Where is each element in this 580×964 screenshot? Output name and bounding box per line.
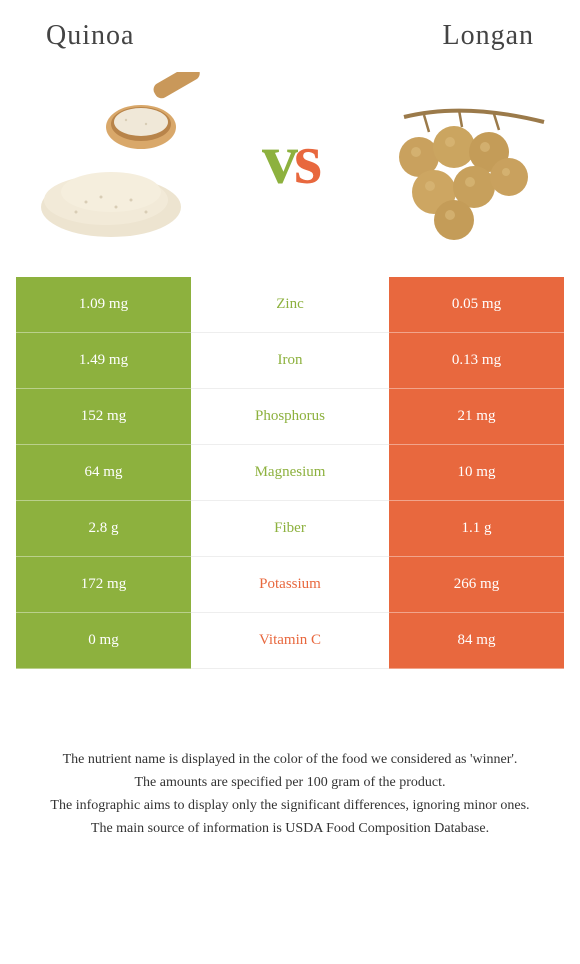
header-row: Quinoa Longan bbox=[16, 20, 564, 52]
table-row: 172 mgPotassium266 mg bbox=[16, 557, 564, 613]
footer-line-4: The main source of information is USDA F… bbox=[26, 818, 554, 839]
nutrient-label: Phosphorus bbox=[191, 389, 389, 445]
footer-line-3: The infographic aims to display only the… bbox=[26, 795, 554, 816]
nutrient-label: Potassium bbox=[191, 557, 389, 613]
infographic-container: Quinoa Longan bbox=[0, 0, 580, 861]
right-value: 266 mg bbox=[389, 557, 564, 613]
nutrient-label: Vitamin C bbox=[191, 613, 389, 669]
table-row: 1.09 mgZinc0.05 mg bbox=[16, 277, 564, 333]
nutrient-label: Fiber bbox=[191, 501, 389, 557]
left-value: 172 mg bbox=[16, 557, 191, 613]
nutrient-label: Magnesium bbox=[191, 445, 389, 501]
nutrient-table: 1.09 mgZinc0.05 mg1.49 mgIron0.13 mg152 … bbox=[16, 277, 564, 669]
left-value: 152 mg bbox=[16, 389, 191, 445]
footer-line-1: The nutrient name is displayed in the co… bbox=[26, 749, 554, 770]
right-value: 21 mg bbox=[389, 389, 564, 445]
vs-s: s bbox=[294, 119, 318, 199]
right-food-title: Longan bbox=[442, 20, 534, 52]
nutrient-label: Zinc bbox=[191, 277, 389, 333]
quinoa-image bbox=[26, 72, 216, 247]
left-value: 2.8 g bbox=[16, 501, 191, 557]
left-value: 1.49 mg bbox=[16, 333, 191, 389]
table-row: 1.49 mgIron0.13 mg bbox=[16, 333, 564, 389]
right-value: 10 mg bbox=[389, 445, 564, 501]
longan-image bbox=[364, 72, 554, 247]
images-row: vs bbox=[16, 72, 564, 247]
table-row: 0 mgVitamin C84 mg bbox=[16, 613, 564, 669]
right-value: 0.13 mg bbox=[389, 333, 564, 389]
table-row: 64 mgMagnesium10 mg bbox=[16, 445, 564, 501]
right-value: 0.05 mg bbox=[389, 277, 564, 333]
left-value: 1.09 mg bbox=[16, 277, 191, 333]
left-food-title: Quinoa bbox=[46, 20, 134, 52]
vs-label: vs bbox=[262, 118, 318, 201]
footer-line-2: The amounts are specified per 100 gram o… bbox=[26, 772, 554, 793]
vs-v: v bbox=[262, 119, 294, 199]
table-row: 2.8 gFiber1.1 g bbox=[16, 501, 564, 557]
table-row: 152 mgPhosphorus21 mg bbox=[16, 389, 564, 445]
right-value: 84 mg bbox=[389, 613, 564, 669]
left-value: 0 mg bbox=[16, 613, 191, 669]
right-value: 1.1 g bbox=[389, 501, 564, 557]
nutrient-label: Iron bbox=[191, 333, 389, 389]
footer-notes: The nutrient name is displayed in the co… bbox=[16, 749, 564, 839]
left-value: 64 mg bbox=[16, 445, 191, 501]
